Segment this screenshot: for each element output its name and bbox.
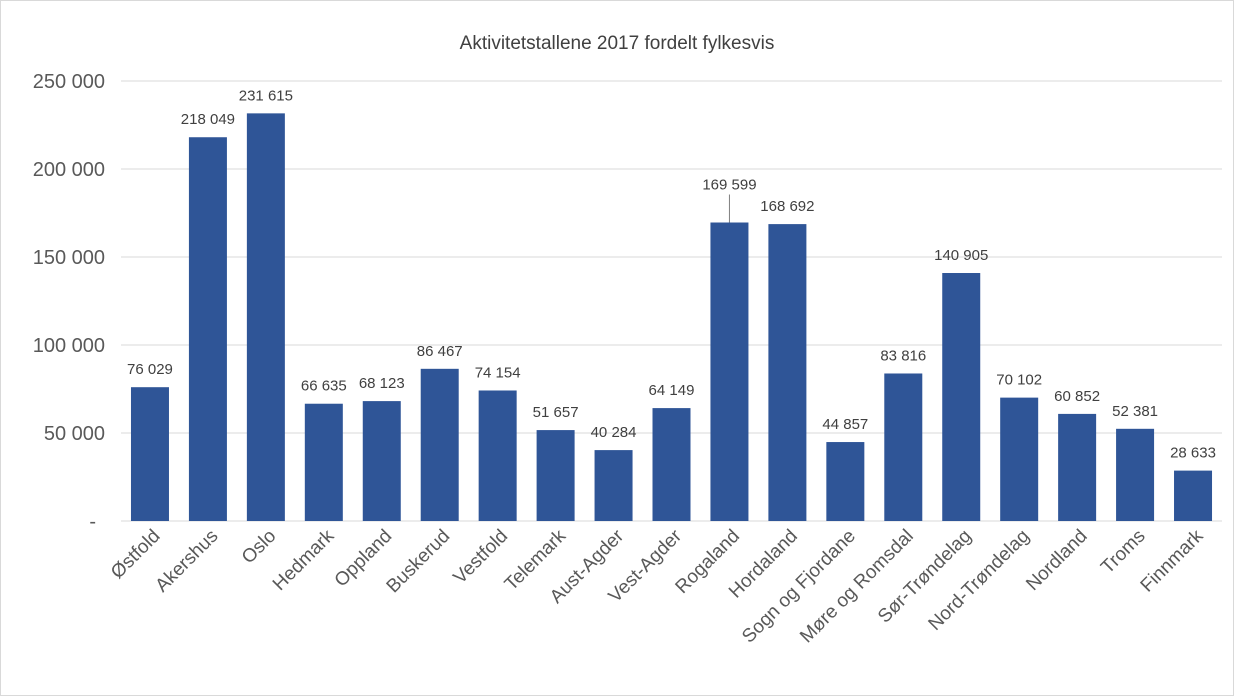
- data-label: 70 102: [996, 372, 1042, 389]
- data-label: 52 381: [1112, 403, 1158, 420]
- bar: [536, 430, 575, 521]
- data-label: 83 816: [880, 347, 926, 364]
- data-label: 86 467: [417, 343, 463, 360]
- chart-title: Aktivitetstallene 2017 fordelt fylkesvis: [460, 33, 775, 54]
- y-tick-label: 150 000: [33, 247, 105, 269]
- bar: [710, 222, 749, 522]
- x-tick-label: Hedmark: [269, 525, 339, 595]
- x-tick-label: Nordland: [1022, 526, 1091, 595]
- bar: [884, 373, 923, 521]
- bar: [478, 390, 517, 521]
- data-label: 68 123: [359, 375, 405, 392]
- x-tick-label: Østfold: [107, 526, 164, 583]
- bar: [130, 387, 169, 521]
- data-label: 169 599: [702, 177, 756, 194]
- data-label: 64 149: [649, 382, 695, 399]
- bar: [246, 113, 285, 521]
- bar: [1174, 470, 1213, 521]
- data-label: 44 857: [822, 416, 868, 433]
- y-tick-label: 50 000: [44, 423, 105, 445]
- data-label: 76 029: [127, 361, 173, 378]
- data-label: 60 852: [1054, 388, 1100, 405]
- y-tick-label: 250 000: [33, 71, 105, 93]
- x-tick-label: Buskerud: [383, 526, 455, 598]
- bar: [826, 442, 865, 521]
- data-label: 74 154: [475, 364, 521, 381]
- x-tick-label: Oslo: [238, 526, 280, 568]
- bar: [362, 401, 401, 521]
- y-tick-label: -: [89, 511, 96, 533]
- bar: [420, 368, 459, 521]
- data-label: 218 049: [181, 111, 235, 128]
- y-tick-label: 200 000: [33, 159, 105, 181]
- bar: [304, 403, 343, 521]
- bar: [1058, 413, 1097, 521]
- bar: [1116, 428, 1155, 521]
- data-label: 51 657: [533, 404, 579, 421]
- data-label: 28 633: [1170, 445, 1216, 462]
- bar: [652, 408, 691, 521]
- y-tick-label: 100 000: [33, 335, 105, 357]
- bar: [768, 224, 807, 521]
- bars: [130, 113, 1213, 522]
- x-tick-label: Troms: [1097, 526, 1149, 578]
- data-label: 140 905: [934, 247, 988, 264]
- bar: [942, 273, 981, 521]
- data-label: 66 635: [301, 378, 347, 395]
- x-tick-label: Nord-Trøndelag: [925, 526, 1034, 635]
- bar: [1000, 397, 1039, 521]
- data-label: 40 284: [591, 424, 637, 441]
- y-axis-ticks: - 50 000 100 000 150 000 200 000 250 000: [33, 71, 105, 533]
- data-label: 231 615: [239, 87, 293, 104]
- x-tick-label: Finnmark: [1137, 525, 1208, 596]
- data-label: 168 692: [760, 198, 814, 215]
- gridlines: [121, 80, 1222, 522]
- bar: [188, 137, 227, 521]
- x-tick-label: Akershus: [152, 526, 223, 597]
- bar: [594, 450, 633, 521]
